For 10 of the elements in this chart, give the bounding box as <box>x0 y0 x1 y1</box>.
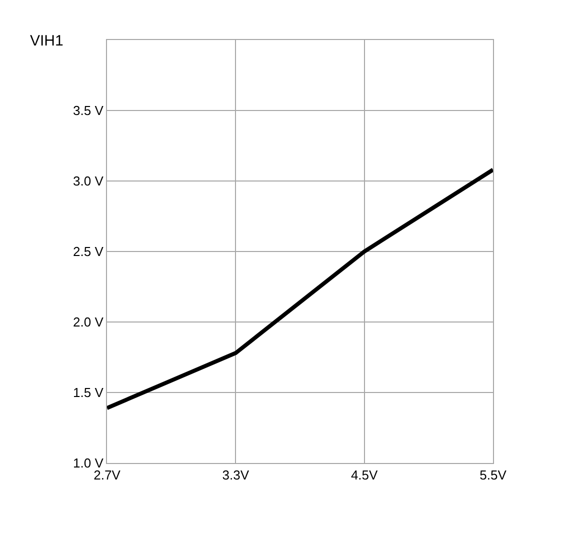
y-tick-label: 2.5 V <box>73 244 104 260</box>
y-tick-label: 3.5 V <box>73 103 104 118</box>
y-tick-label: 1.5 V <box>73 385 104 400</box>
x-tick-label: 4.5V <box>350 468 378 483</box>
x-tick-label: 3.3V <box>222 468 250 483</box>
chart-title: VIH1 <box>30 32 64 50</box>
y-tick-label: 3.0 V <box>73 174 104 189</box>
line-series <box>107 168 493 410</box>
x-tick-label: 5.5V <box>480 468 507 483</box>
y-tick-label: 2.0 V <box>73 314 104 330</box>
